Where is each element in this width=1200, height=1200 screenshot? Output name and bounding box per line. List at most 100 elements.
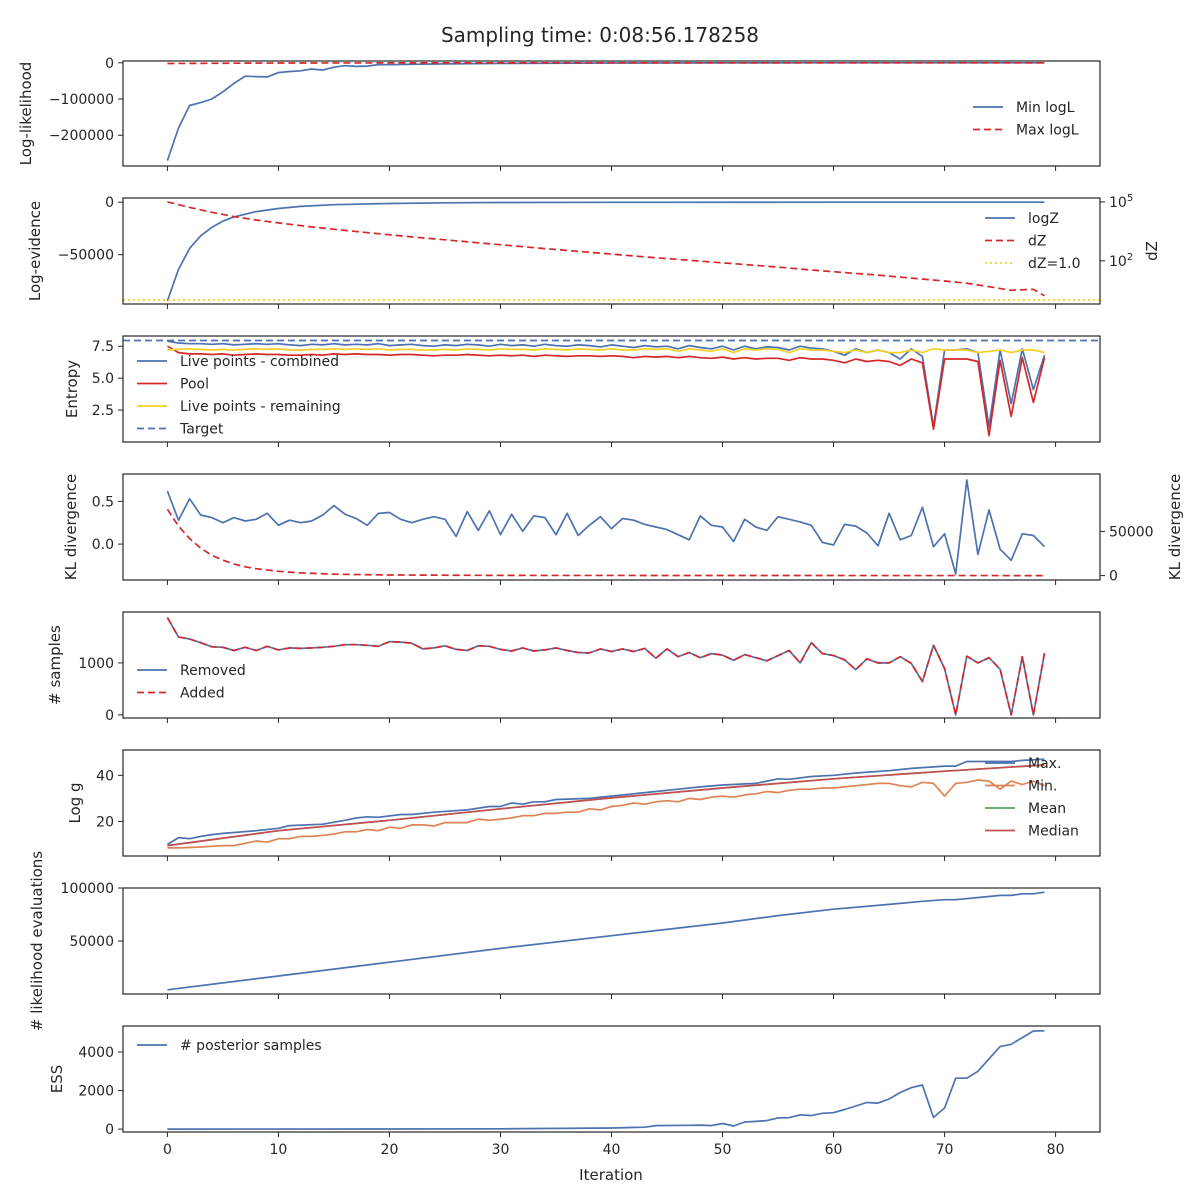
panel-frame — [122, 335, 1101, 443]
series-line-median — [167, 764, 1045, 847]
legend-label: Removed — [180, 663, 246, 679]
x-tick-label: 40 — [603, 1142, 621, 1158]
series-line-live-points-combined — [167, 340, 1046, 428]
x-tick-label: 70 — [936, 1142, 954, 1158]
y2-tick-label: 0 — [1109, 569, 1118, 585]
series-line-pool — [166, 345, 1046, 437]
y-tick-label: 0 — [105, 708, 114, 724]
series-line-unnamed-0 — [166, 479, 1046, 575]
series-line-live-points-remaining — [167, 347, 1045, 354]
panel-frame — [122, 887, 1101, 995]
panel-frame — [122, 473, 1101, 581]
panel-1: 0 −100000 −200000 Log-likelihood Min logL Max… — [17, 56, 1101, 171]
y-tick-label: 7.5 — [92, 339, 114, 355]
y-tick-label: 0.5 — [92, 494, 114, 510]
legend-label: dZ=1.0 — [1028, 256, 1080, 272]
x-tick-label: 80 — [1047, 1142, 1065, 1158]
y-axis-label: Log g — [66, 782, 84, 823]
series-line-min-logl — [166, 61, 1045, 161]
legend-label: dZ — [1028, 234, 1046, 250]
y-tick-label: 0.0 — [92, 537, 114, 553]
panels-group: 0 −100000 −200000 Log-likelihood Min logL Max… — [17, 56, 1184, 1158]
series-line-added — [166, 617, 1046, 716]
panel-frame — [122, 60, 1101, 167]
series-line-logz — [166, 201, 1045, 302]
plot-area — [167, 891, 1045, 991]
legend-label: Min. — [1028, 779, 1057, 795]
plot-area — [166, 61, 1045, 161]
x-tick-label: 50 — [714, 1142, 732, 1158]
y-tick-label: 1000 — [78, 656, 114, 672]
legend-label: Live points - remaining — [180, 399, 341, 415]
plot-area — [166, 758, 1045, 849]
y2-tick-label: 50000 — [1109, 524, 1154, 540]
legend: # posterior samples — [137, 1038, 322, 1054]
y-tick-label: 100000 — [61, 881, 114, 897]
legend-label: Mean — [1028, 801, 1066, 817]
plot-area — [167, 1029, 1045, 1130]
y-axis-label: ESS — [48, 1065, 66, 1094]
series-line-dz — [167, 201, 1045, 297]
legend-label: Max logL — [1016, 123, 1079, 139]
panel-7: 100000 50000 # likelihood evaluations — [28, 851, 1101, 1031]
legend: Min logL Max logL — [973, 100, 1079, 139]
panel-4: 0.5 0.0 KL divergence 50000 0 KL divergence — [62, 473, 1184, 585]
y-tick-label: −100000 — [49, 92, 114, 108]
x-tick-label: 20 — [381, 1142, 399, 1158]
panel-3: 2.5 5.0 7.5 Entropy Live points - combined Po… — [63, 335, 1101, 447]
y-tick-label: 4000 — [78, 1045, 114, 1061]
panel-8: 0 10 20 30 40 50 60 70 80 4000 2000 0 ESS # posterior… — [48, 1025, 1101, 1158]
y-tick-label: 50000 — [69, 934, 114, 950]
panel-frame — [122, 749, 1101, 857]
y-tick-label: −200000 — [49, 128, 114, 144]
series-line-unnamed-0 — [167, 891, 1045, 991]
panel-frame — [122, 611, 1101, 719]
legend-label: Target — [179, 422, 224, 438]
legend: Removed Added — [137, 663, 246, 702]
figure-title: Sampling time: 0:08:56.178258 — [441, 23, 759, 47]
y2-axis-label: KL divergence — [1166, 474, 1184, 580]
y-axis-label: # samples — [46, 625, 64, 705]
y-tick-label: 20 — [96, 814, 114, 830]
x-axis-label: Iteration — [579, 1166, 643, 1184]
y-tick-label: 0 — [105, 56, 114, 72]
y-axis-label: KL divergence — [62, 474, 80, 580]
y-tick-label: 0 — [105, 195, 114, 211]
x-tick-label: 30 — [492, 1142, 510, 1158]
plot-area — [123, 339, 1100, 437]
legend-label: # posterior samples — [180, 1038, 322, 1054]
series-line-min — [167, 779, 1045, 849]
y-axis-label: Log-evidence — [26, 201, 44, 301]
legend-label: Live points - combined — [180, 354, 339, 370]
y-axis-label: Entropy — [63, 360, 81, 418]
x-tick-label: 60 — [825, 1142, 843, 1158]
series-line-max — [166, 758, 1045, 846]
legend-label: logZ — [1028, 211, 1059, 227]
y-tick-label: 40 — [96, 768, 114, 784]
plot-area — [166, 479, 1046, 577]
panel-6: 40 20 Log g Max. Min. Mean Median — [66, 749, 1101, 861]
legend-label: Min logL — [1016, 100, 1075, 116]
x-tick-label: 0 — [163, 1142, 172, 1158]
panel-5: 1000 0 # samples Removed Added — [46, 611, 1101, 724]
legend: Live points - combined Pool Live points - … — [137, 354, 341, 438]
legend-label: Pool — [180, 377, 209, 393]
plot-area — [123, 201, 1100, 302]
legend: logZ dZ dZ=1.0 — [985, 211, 1080, 272]
plot-area — [166, 617, 1046, 716]
series-line-max-logl — [167, 61, 1045, 65]
panel-frame — [122, 1025, 1101, 1133]
legend-label: Max. — [1028, 756, 1061, 772]
x-tick-label: 10 — [270, 1142, 288, 1158]
y-tick-label: 2000 — [78, 1084, 114, 1100]
series-line-posterior-samples — [167, 1029, 1045, 1130]
y-tick-label: −50000 — [58, 248, 114, 264]
y-axis-label: Log-likelihood — [17, 62, 35, 166]
legend: Max. Min. Mean Median — [985, 756, 1079, 840]
y-tick-label: 0 — [105, 1122, 114, 1138]
y-tick-label: 5.0 — [92, 371, 114, 387]
panel-frame — [122, 197, 1101, 305]
legend-label: Median — [1028, 824, 1079, 840]
